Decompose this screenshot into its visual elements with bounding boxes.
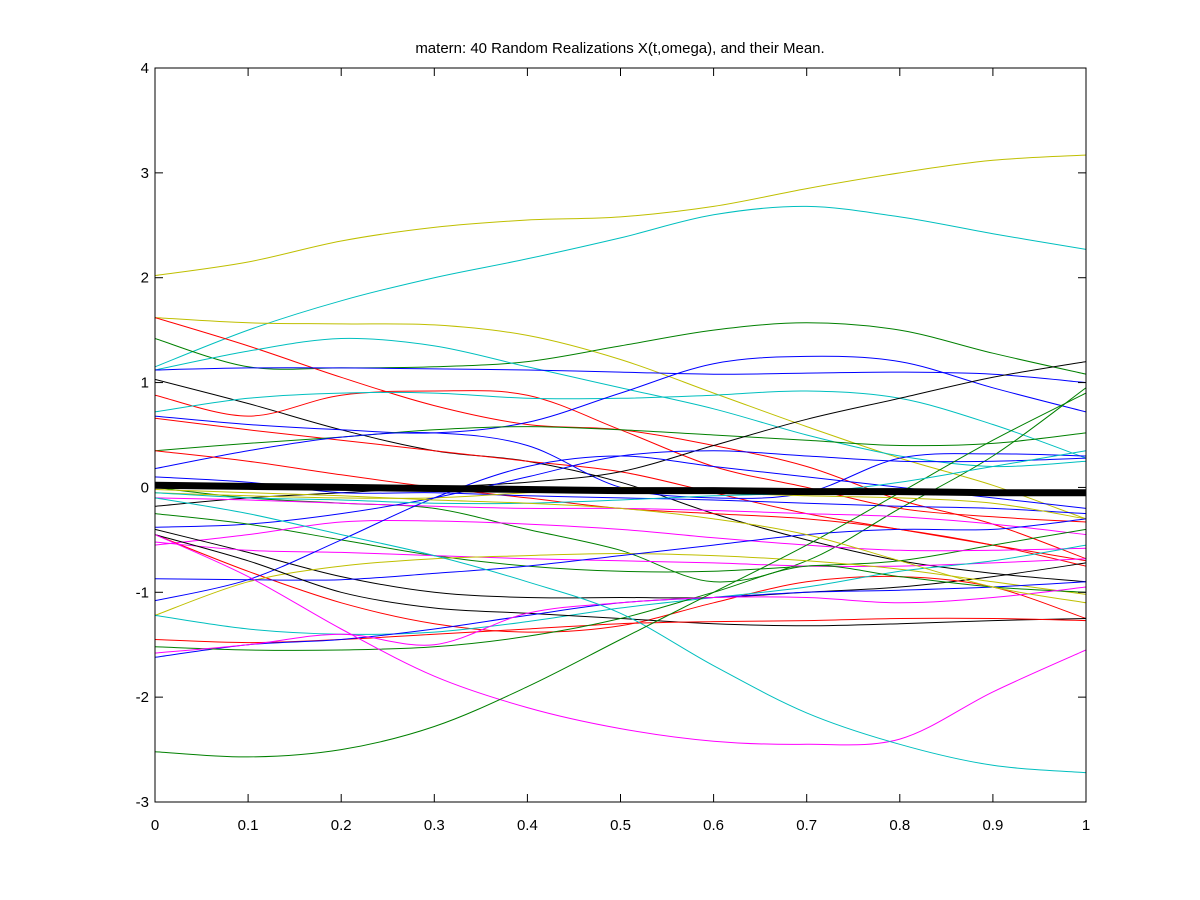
y-tick-label: 2 [141, 270, 149, 287]
mean-layer [155, 481, 1086, 497]
chart-title: matern: 40 Random Realizations X(t,omega… [415, 40, 824, 57]
series-line-25 [155, 534, 1086, 633]
series-line-27 [155, 552, 1086, 616]
x-tick-label: 0.4 [517, 817, 538, 834]
series-line-23 [155, 520, 1086, 552]
series-line-36 [155, 534, 1086, 746]
y-tick-label: 1 [141, 375, 149, 392]
x-tick-label: 0.5 [610, 817, 631, 834]
x-tick-label: 0.7 [796, 817, 817, 834]
series-line-13 [155, 426, 1086, 452]
x-tick-label: 0.3 [424, 817, 445, 834]
series-line-39 [155, 450, 1086, 505]
series-line-6 [155, 337, 1086, 468]
series-line-38 [155, 392, 1086, 758]
y-tick-label: 4 [141, 60, 149, 77]
series-line-1 [155, 154, 1086, 277]
x-tick-label: 0.8 [889, 817, 910, 834]
mean-line [155, 481, 1086, 497]
x-axis: 0 0.1 0.2 0.3 0.4 0.5 0.6 0.7 0.8 0.9 1 [151, 68, 1090, 834]
series-line-7 [155, 367, 1086, 384]
x-tick-label: 1 [1082, 817, 1090, 834]
series-line-37 [155, 497, 1086, 774]
x-tick-label: 0.1 [238, 817, 259, 834]
series-line-11 [155, 355, 1086, 434]
series-line-26 [155, 541, 1086, 567]
x-tick-label: 0.2 [331, 817, 352, 834]
series-line-30 [155, 544, 1086, 635]
series-line-2 [155, 205, 1086, 368]
x-tick-label: 0.6 [703, 817, 724, 834]
series-line-22 [155, 513, 1086, 573]
series-line-17 [155, 361, 1086, 507]
y-tick-label: 3 [141, 165, 149, 182]
series-line-3 [155, 317, 1086, 520]
series-line-40 [155, 489, 1086, 604]
series-line-35 [155, 586, 1086, 654]
x-tick-label: 0.9 [982, 817, 1003, 834]
y-tick-label: -2 [136, 689, 149, 706]
plot-area [155, 154, 1086, 774]
y-axis: -3 -2 -1 0 1 2 3 4 [136, 60, 1086, 811]
series-line-28 [155, 518, 1086, 581]
x-tick-label: 0 [151, 817, 159, 834]
series-line-34 [155, 565, 1086, 651]
series-line-4 [155, 322, 1086, 375]
y-tick-label: -1 [136, 584, 149, 601]
series-line-10 [155, 390, 1086, 459]
y-tick-label: 0 [141, 479, 149, 496]
y-tick-label: -3 [136, 794, 149, 811]
